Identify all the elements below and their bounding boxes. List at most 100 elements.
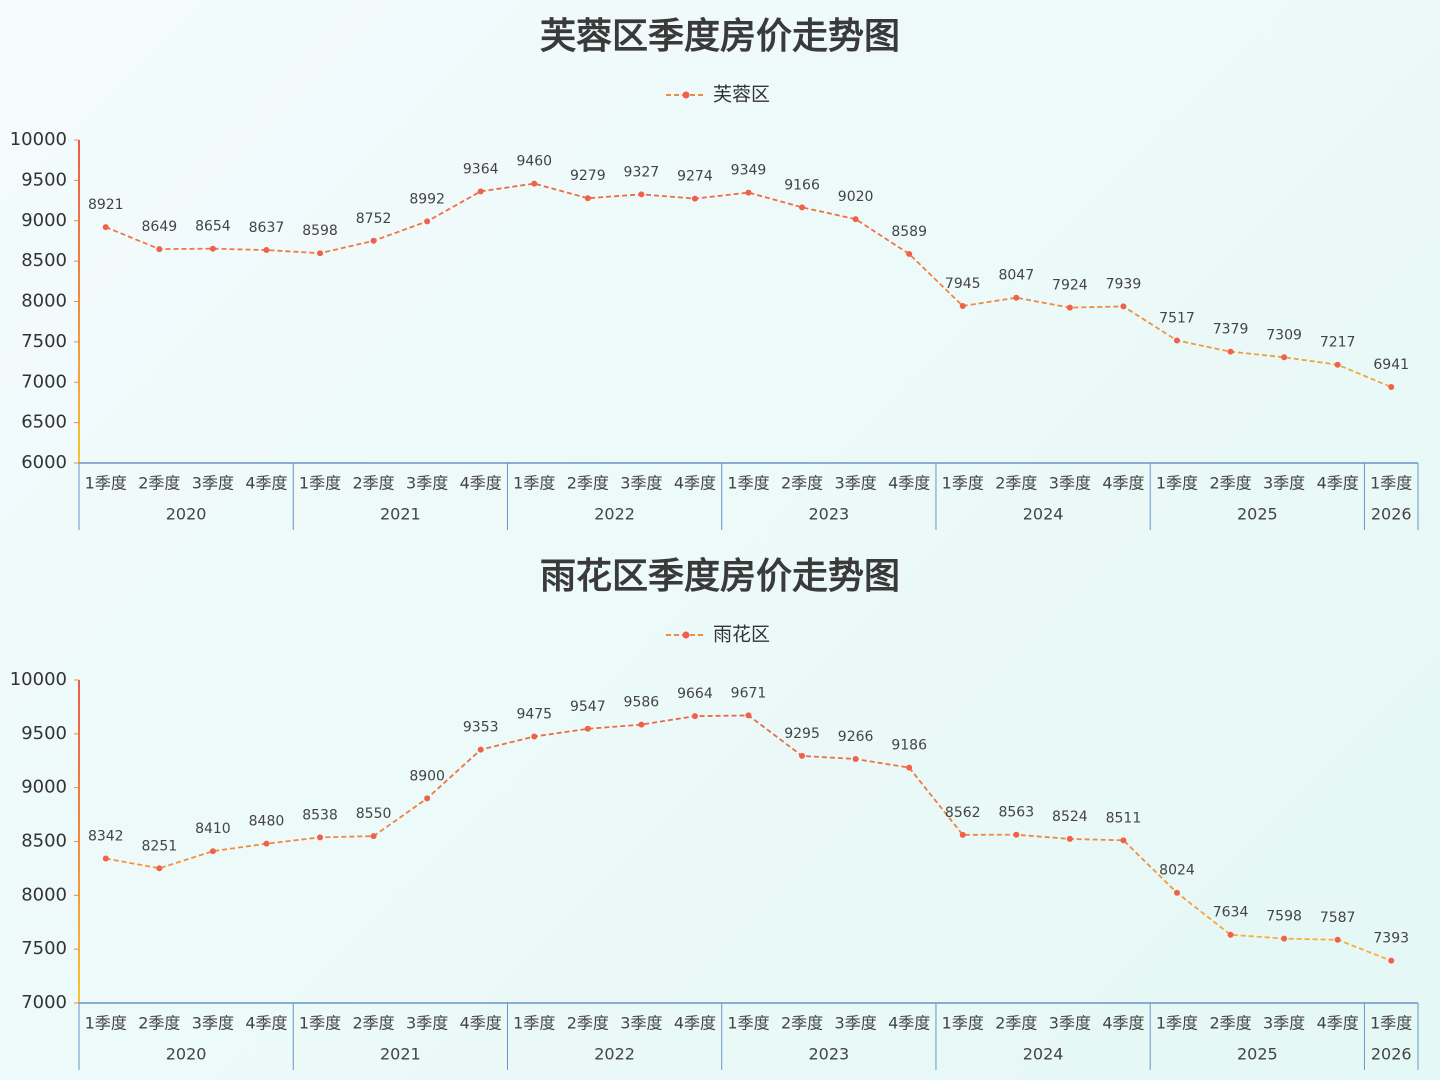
x-tick-label: 3季度 — [406, 1014, 448, 1033]
y-tick-label: 9500 — [21, 723, 67, 744]
x-tick-label: 3季度 — [1263, 474, 1305, 493]
data-label: 8992 — [409, 191, 445, 207]
x-tick-label: 1季度 — [299, 474, 341, 493]
x-tick-label: 2季度 — [138, 474, 180, 493]
x-tick-label: 3季度 — [620, 1014, 662, 1033]
x-tick-label: 1季度 — [942, 1014, 984, 1033]
x-tick-label: 2季度 — [1209, 474, 1251, 493]
data-label: 9274 — [677, 169, 713, 185]
x-tick-label: 2季度 — [567, 474, 609, 493]
data-label: 8251 — [142, 838, 178, 854]
y-tick-label: 8000 — [21, 291, 67, 312]
x-tick-label: 2季度 — [781, 474, 823, 493]
x-group-label: 2025 — [1237, 505, 1278, 524]
x-tick-label: 1季度 — [85, 474, 127, 493]
x-tick-label: 1季度 — [1370, 474, 1412, 493]
x-group-label: 2023 — [808, 505, 849, 524]
legend-dot — [682, 91, 690, 99]
x-tick-label: 1季度 — [727, 1014, 769, 1033]
data-label: 7379 — [1213, 322, 1249, 338]
x-tick-label: 2季度 — [781, 1014, 823, 1033]
x-tick-label: 4季度 — [888, 474, 930, 493]
data-label: 9266 — [838, 729, 874, 745]
x-group-label: 2021 — [380, 505, 421, 524]
x-tick-label: 1季度 — [727, 474, 769, 493]
data-label: 7939 — [1106, 276, 1142, 292]
x-tick-label: 2季度 — [352, 1014, 394, 1033]
data-label: 7598 — [1266, 909, 1302, 925]
data-label: 8900 — [409, 768, 445, 784]
data-point — [531, 180, 538, 187]
y-tick-label: 8000 — [21, 884, 67, 905]
data-point — [1120, 303, 1127, 310]
data-point — [209, 848, 216, 855]
x-tick-label: 1季度 — [1370, 1014, 1412, 1033]
data-label: 8524 — [1052, 809, 1088, 825]
data-label: 7945 — [945, 276, 981, 292]
data-label: 8550 — [356, 806, 392, 822]
x-group-label: 2021 — [380, 1045, 421, 1064]
y-tick-label: 10000 — [10, 129, 67, 150]
x-tick-label: 2季度 — [995, 1014, 1037, 1033]
data-point — [959, 302, 966, 309]
data-label: 8342 — [88, 829, 124, 845]
data-point — [317, 250, 324, 257]
y-tick-label: 9000 — [21, 777, 67, 798]
data-point — [1173, 337, 1180, 344]
data-label: 8562 — [945, 805, 981, 821]
x-tick-label: 4季度 — [1317, 474, 1359, 493]
data-point — [1388, 384, 1395, 391]
data-label: 8598 — [302, 223, 338, 239]
data-label: 7517 — [1159, 311, 1195, 327]
x-group-label: 2024 — [1023, 505, 1064, 524]
data-point — [477, 746, 484, 753]
data-point — [263, 840, 270, 847]
y-tick-label: 7500 — [21, 331, 67, 352]
data-label: 9671 — [731, 685, 767, 701]
x-group-label: 2023 — [808, 1045, 849, 1064]
x-tick-label: 3季度 — [1049, 474, 1091, 493]
data-label: 9186 — [891, 738, 927, 754]
data-point — [102, 224, 109, 231]
y-tick-label: 7000 — [21, 371, 67, 392]
data-point — [1227, 348, 1234, 355]
x-tick-label: 4季度 — [888, 1014, 930, 1033]
x-tick-label: 2季度 — [138, 1014, 180, 1033]
x-tick-label: 2季度 — [352, 474, 394, 493]
data-label: 9166 — [784, 177, 820, 193]
data-point — [852, 216, 859, 223]
data-label: 9475 — [516, 707, 552, 723]
y-tick-label: 6500 — [21, 412, 67, 433]
x-group-label: 2026 — [1371, 505, 1412, 524]
x-group-label: 2025 — [1237, 1045, 1278, 1064]
x-tick-label: 3季度 — [1263, 1014, 1305, 1033]
data-label: 9327 — [624, 164, 660, 180]
y-tick-label: 8500 — [21, 831, 67, 852]
data-label: 8024 — [1159, 863, 1195, 879]
data-point — [1066, 835, 1073, 842]
y-tick-label: 7500 — [21, 938, 67, 959]
x-tick-label: 1季度 — [513, 1014, 555, 1033]
data-point — [1334, 361, 1341, 368]
x-tick-label: 4季度 — [460, 1014, 502, 1033]
data-point — [370, 833, 377, 840]
chart-title: 雨花区季度房价走势图 — [540, 556, 900, 597]
data-point — [959, 831, 966, 838]
x-group-label: 2020 — [166, 505, 207, 524]
x-tick-label: 4季度 — [1102, 474, 1144, 493]
data-label: 9460 — [516, 154, 552, 170]
y-tick-label: 10000 — [10, 669, 67, 690]
legend-label: 芙蓉区 — [713, 84, 770, 106]
data-label: 9664 — [677, 686, 713, 702]
x-group-label: 2022 — [594, 505, 635, 524]
x-tick-label: 1季度 — [85, 1014, 127, 1033]
data-point — [1281, 354, 1288, 361]
x-tick-label: 1季度 — [299, 1014, 341, 1033]
data-point — [584, 725, 591, 732]
data-point — [263, 247, 270, 254]
x-tick-label: 2季度 — [567, 1014, 609, 1033]
x-tick-label: 3季度 — [1049, 1014, 1091, 1033]
x-tick-label: 3季度 — [406, 474, 448, 493]
